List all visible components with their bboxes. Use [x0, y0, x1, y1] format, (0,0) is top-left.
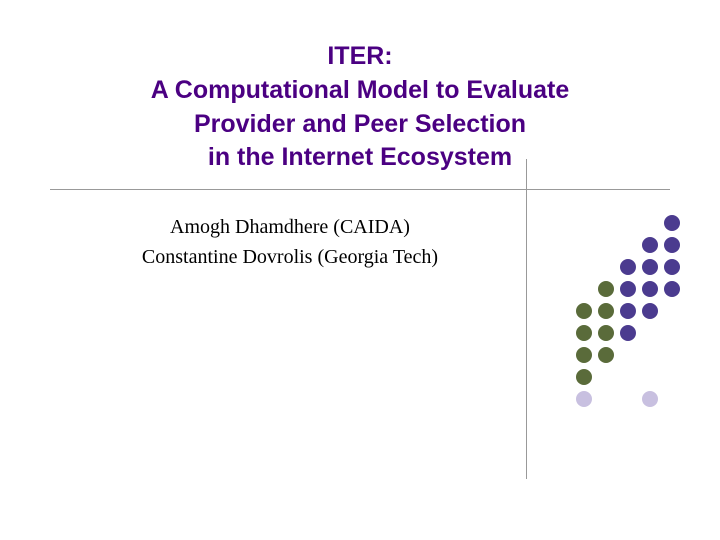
author-line-1: Amogh Dhamdhere (CAIDA)	[170, 216, 410, 238]
decorative-dot	[576, 347, 592, 363]
decorative-dot	[576, 215, 592, 231]
decorative-dot	[664, 237, 680, 253]
decorative-dot	[664, 215, 680, 231]
decorative-dot	[642, 347, 658, 363]
decorative-dot	[620, 281, 636, 297]
decorative-dot-grid	[576, 215, 680, 407]
dot-row	[576, 281, 680, 297]
decorative-dot	[576, 369, 592, 385]
decorative-dot	[664, 325, 680, 341]
decorative-dot	[642, 215, 658, 231]
decorative-dot	[642, 325, 658, 341]
decorative-dot	[664, 369, 680, 385]
decorative-dot	[598, 237, 614, 253]
decorative-dot	[598, 325, 614, 341]
decorative-dot	[620, 303, 636, 319]
decorative-dot	[664, 259, 680, 275]
dot-row	[576, 325, 680, 341]
decorative-dot	[620, 391, 636, 407]
decorative-dot	[598, 259, 614, 275]
author-line-2: Constantine Dovrolis (Georgia Tech)	[142, 246, 438, 268]
dot-row	[576, 237, 680, 253]
decorative-dot	[598, 391, 614, 407]
decorative-dot	[598, 215, 614, 231]
title-line-2: A Computational Model to Evaluate	[151, 76, 570, 104]
decorative-dot	[664, 281, 680, 297]
dot-row	[576, 215, 680, 231]
dot-row	[576, 391, 680, 407]
slide-title: ITER: A Computational Model to Evaluate …	[50, 40, 670, 175]
dot-row	[576, 369, 680, 385]
decorative-dot	[620, 215, 636, 231]
decorative-dot	[598, 303, 614, 319]
decorative-dot	[620, 259, 636, 275]
title-line-4: in the Internet Ecosystem	[208, 143, 512, 171]
decorative-dot	[642, 391, 658, 407]
title-line-1: ITER:	[327, 42, 392, 70]
decorative-dot	[620, 237, 636, 253]
decorative-dot	[664, 303, 680, 319]
dot-row	[576, 303, 680, 319]
decorative-dot	[642, 259, 658, 275]
dot-row	[576, 347, 680, 363]
vertical-divider	[526, 159, 527, 479]
decorative-dot	[576, 237, 592, 253]
dot-row	[576, 259, 680, 275]
decorative-dot	[598, 281, 614, 297]
decorative-dot	[576, 391, 592, 407]
decorative-dot	[642, 281, 658, 297]
decorative-dot	[642, 303, 658, 319]
decorative-dot	[642, 369, 658, 385]
decorative-dot	[620, 347, 636, 363]
title-line-3: Provider and Peer Selection	[194, 110, 526, 138]
decorative-dot	[598, 369, 614, 385]
decorative-dot	[576, 325, 592, 341]
decorative-dot	[620, 369, 636, 385]
decorative-dot	[598, 347, 614, 363]
decorative-dot	[576, 303, 592, 319]
decorative-dot	[576, 281, 592, 297]
decorative-dot	[642, 237, 658, 253]
decorative-dot	[620, 325, 636, 341]
decorative-dot	[576, 259, 592, 275]
decorative-dot	[664, 391, 680, 407]
horizontal-divider	[50, 189, 670, 190]
slide-container: ITER: A Computational Model to Evaluate …	[0, 0, 720, 540]
decorative-dot	[664, 347, 680, 363]
